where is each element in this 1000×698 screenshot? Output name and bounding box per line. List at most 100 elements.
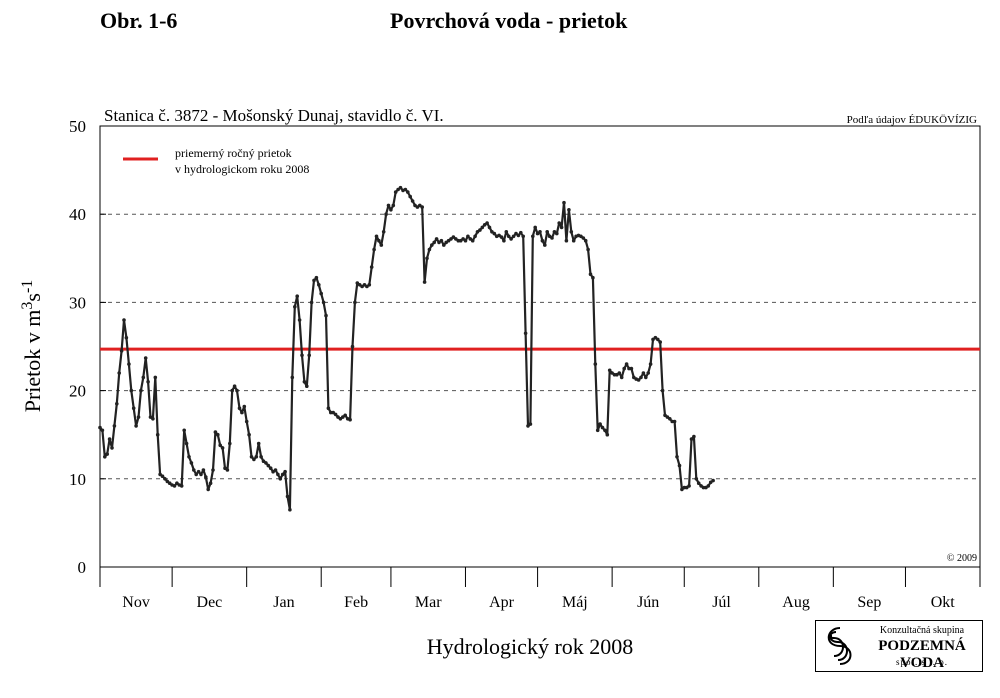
data-point-169 (504, 230, 509, 234)
data-point-82 (295, 294, 300, 299)
data-point-80 (290, 375, 295, 380)
data-point-158 (478, 228, 482, 232)
data-point-92 (319, 291, 324, 296)
data-point-48 (213, 430, 218, 434)
y-tick-label-50: 50 (69, 117, 86, 136)
data-point-209 (600, 425, 605, 430)
data-point-176 (521, 234, 525, 239)
y-axis-label-base: Prietok v m (20, 310, 45, 413)
data-point-26 (160, 474, 165, 479)
data-point-106 (353, 300, 357, 305)
data-point-7 (115, 402, 119, 406)
logo-line2: PODZEMNÁ VODA (878, 638, 966, 671)
y-axis-label-sup1: 3 (19, 302, 36, 310)
data-point-234 (660, 388, 665, 393)
data-point-135 (422, 280, 427, 284)
page-title: Povrchová voda - prietok (390, 8, 628, 33)
x-tick-label-Jún: Jún (637, 594, 659, 611)
x-tick-label-Jan: Jan (273, 594, 294, 611)
data-point-228 (646, 371, 650, 375)
plot-frame (99, 125, 981, 568)
data-source-note: Podľa údajov ÉDUKÖVÍZIG (847, 114, 977, 126)
data-point-8 (117, 371, 121, 375)
data-point-241 (677, 463, 682, 468)
x-axis-label: Hydrologický rok 2008 (427, 634, 634, 659)
data-point-207 (595, 428, 600, 433)
data-point-116 (377, 238, 381, 243)
data-point-161 (485, 221, 489, 225)
data-point-35 (182, 428, 186, 433)
data-point-155 (470, 238, 475, 243)
x-tick-label-Júl: Júl (712, 594, 731, 611)
data-point-15 (134, 424, 138, 428)
y-axis-ticks: 0 10 20 30 40 50 (69, 117, 106, 577)
x-tick-label-Sep: Sep (857, 594, 881, 611)
data-point-218 (622, 366, 626, 371)
data-point-162 (487, 225, 492, 230)
data-point-181 (533, 225, 537, 230)
x-tick-label-Nov: Nov (122, 594, 150, 611)
data-point-112 (367, 283, 372, 287)
data-point-40 (194, 472, 198, 477)
data-point-202 (583, 238, 588, 243)
company-logo: Konzultačná skupina PODZEMNÁ VODA spol. … (815, 620, 983, 672)
x-tick-label-Okt: Okt (931, 594, 956, 611)
data-point-249 (696, 481, 701, 486)
data-point-93 (321, 300, 326, 305)
data-point-191 (557, 221, 561, 225)
y-tick-label-10: 10 (69, 470, 86, 489)
data-point-211 (605, 432, 610, 437)
data-point-64 (252, 457, 256, 462)
data-point-246 (689, 437, 694, 441)
data-point-4 (107, 437, 112, 441)
data-point-114 (372, 247, 376, 252)
data-point-70 (266, 463, 271, 468)
data-point-34 (179, 484, 184, 488)
data-point-119 (384, 212, 388, 216)
data-point-142 (439, 238, 444, 243)
data-point-53 (225, 468, 230, 472)
x-tick-label-Aug: Aug (782, 594, 810, 611)
data-point-65 (254, 455, 259, 459)
data-point-125 (398, 185, 403, 190)
data-point-2 (103, 455, 107, 459)
data-point-167 (499, 235, 504, 239)
data-point-22 (151, 417, 155, 421)
data-point-74 (276, 472, 280, 477)
data-point-140 (434, 237, 439, 241)
x-axis-ticks: Nov Dec Jan Feb Mar Apr Máj Jún Júl Aug Sep Okt (99, 566, 981, 611)
data-point-59 (240, 410, 244, 415)
data-point-83 (297, 318, 302, 322)
data-point-148 (454, 237, 458, 241)
data-point-232 (656, 337, 660, 342)
data-point-41 (196, 469, 201, 474)
data-point-63 (249, 455, 254, 459)
data-point-10 (122, 318, 126, 322)
data-point-79 (288, 507, 292, 512)
data-point-143 (442, 243, 446, 247)
y-axis-label: Prietok v m3s-1 (19, 280, 45, 413)
legend-label-line1: priemerný ročný prietok (175, 146, 292, 160)
data-point-89 (312, 278, 316, 283)
data-point-138 (430, 243, 434, 247)
data-point-186 (545, 230, 549, 234)
data-point-115 (374, 234, 379, 239)
data-point-136 (425, 256, 429, 261)
data-point-20 (146, 380, 150, 384)
data-point-94 (324, 313, 328, 318)
data-point-226 (641, 371, 646, 375)
data-point-196 (569, 230, 574, 234)
data-point-248 (694, 477, 699, 481)
data-point-62 (247, 432, 251, 437)
data-point-69 (264, 461, 268, 465)
data-point-78 (285, 494, 290, 499)
data-point-61 (244, 419, 249, 424)
data-point-172 (511, 234, 516, 239)
data-point-247 (692, 434, 696, 439)
data-point-171 (509, 237, 513, 241)
data-point-95 (326, 406, 331, 411)
data-point-229 (648, 362, 653, 366)
data-point-224 (636, 378, 641, 382)
data-point-168 (502, 238, 506, 243)
